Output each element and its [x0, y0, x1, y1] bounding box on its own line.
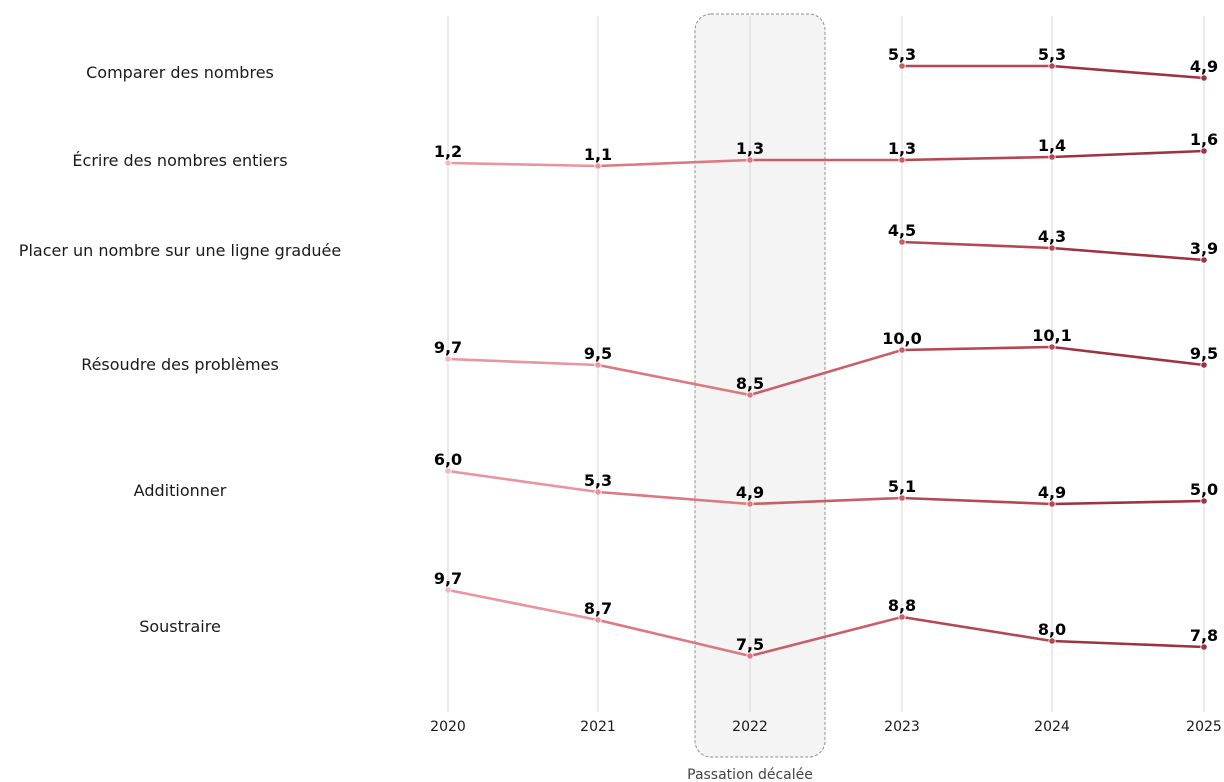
series-segment [748, 615, 904, 658]
data-point [594, 616, 602, 624]
x-tick-label-2022: 2022 [732, 719, 768, 735]
data-point [746, 652, 754, 660]
x-tick-label-2024: 2024 [1034, 719, 1070, 735]
data-label: 8,5 [736, 374, 764, 393]
data-point [1200, 147, 1208, 155]
data-point [1200, 497, 1208, 505]
data-label: 8,8 [888, 596, 916, 615]
data-label: 9,5 [1190, 344, 1218, 363]
data-label: 10,0 [882, 329, 921, 348]
x-tick-label-2021: 2021 [580, 719, 616, 735]
series-segment [900, 345, 1054, 352]
data-point [1048, 500, 1056, 508]
series-segment [446, 588, 600, 622]
data-point [1200, 256, 1208, 264]
series-segment [596, 158, 752, 168]
data-label: 5,0 [1190, 480, 1218, 499]
data-point [898, 346, 906, 354]
data-label: 1,6 [1190, 130, 1218, 149]
data-label: 4,5 [888, 221, 916, 240]
series-segment [446, 357, 600, 367]
row-label: Additionner [134, 481, 227, 500]
data-label: 1,4 [1038, 136, 1066, 155]
row-label: Écrire des nombres entiers [72, 151, 287, 170]
series-segment [748, 348, 904, 397]
data-label: 4,3 [1038, 227, 1066, 246]
data-label: 1,1 [584, 145, 612, 164]
series-segment [900, 240, 1054, 250]
series-segment [1050, 345, 1206, 367]
data-point [444, 586, 452, 594]
series-segment [596, 490, 752, 506]
data-label: 5,3 [584, 471, 612, 490]
series-segment [446, 161, 600, 168]
data-point [444, 467, 452, 475]
series-segment [900, 615, 1054, 643]
data-label: 4,9 [1190, 57, 1218, 76]
series-segment [596, 618, 752, 658]
data-label: 5,1 [888, 477, 916, 496]
data-point [444, 159, 452, 167]
data-label: 4,9 [736, 483, 764, 502]
data-point [1048, 343, 1056, 351]
data-point [746, 156, 754, 164]
data-point [1048, 637, 1056, 645]
data-label: 8,0 [1038, 620, 1066, 639]
highlight-band [694, 13, 826, 758]
data-point [898, 62, 906, 70]
data-label: 5,3 [888, 45, 916, 64]
series-segment [1050, 246, 1206, 262]
data-point [1048, 244, 1056, 252]
data-point [1048, 153, 1056, 161]
data-point [898, 156, 906, 164]
data-point [1048, 62, 1056, 70]
data-point [898, 494, 906, 502]
data-label: 7,8 [1190, 626, 1218, 645]
data-label: 3,9 [1190, 239, 1218, 258]
row-label: Comparer des nombres [86, 63, 274, 82]
data-point [594, 488, 602, 496]
series-segment [748, 496, 904, 506]
data-label: 7,5 [736, 635, 764, 654]
x-tick-label-2020: 2020 [430, 719, 466, 735]
data-label: 9,5 [584, 344, 612, 363]
x-tick-label-2025: 2025 [1186, 719, 1222, 735]
series-segment [900, 496, 1054, 506]
data-label: 1,2 [434, 142, 462, 161]
data-label: 10,1 [1032, 326, 1071, 345]
data-point [594, 162, 602, 170]
series-segment [596, 363, 752, 397]
data-point [746, 500, 754, 508]
highlight-band-label: Passation décalée [687, 767, 813, 782]
series-segment [1050, 149, 1206, 159]
data-label: 8,7 [584, 599, 612, 618]
data-label: 9,7 [434, 338, 462, 357]
data-label: 4,9 [1038, 483, 1066, 502]
x-tick-label-2023: 2023 [884, 719, 920, 735]
row-label: Placer un nombre sur une ligne graduée [19, 241, 341, 260]
data-label: 1,3 [888, 139, 916, 158]
row-label: Soustraire [139, 617, 221, 636]
data-point [1200, 361, 1208, 369]
data-point [898, 613, 906, 621]
series-segment [900, 155, 1054, 162]
data-label: 6,0 [434, 450, 462, 469]
data-label: 9,7 [434, 569, 462, 588]
data-point [444, 355, 452, 363]
data-point [594, 361, 602, 369]
data-point [898, 238, 906, 246]
row-label: Résoudre des problèmes [81, 355, 279, 374]
series-segment [1050, 499, 1206, 506]
data-label: 5,3 [1038, 45, 1066, 64]
series-segment [446, 469, 600, 494]
data-point [1200, 74, 1208, 82]
data-point [1200, 643, 1208, 651]
series-segment [1050, 639, 1206, 649]
data-point [746, 391, 754, 399]
series-segment [1050, 64, 1206, 80]
data-label: 1,3 [736, 139, 764, 158]
